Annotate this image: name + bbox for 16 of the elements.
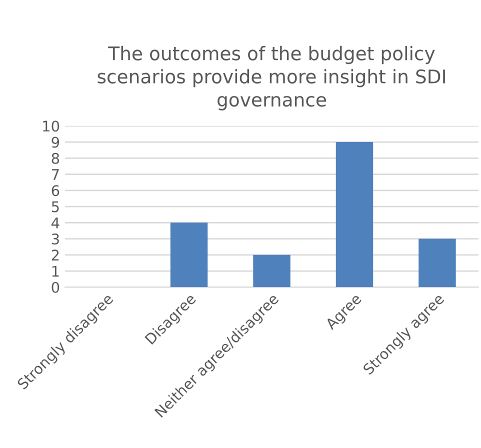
y-tick-label: 5 xyxy=(52,201,59,212)
y-tick-label: 8 xyxy=(52,152,60,164)
y-tick-label: 4 xyxy=(52,218,60,228)
y-tick-label: 6 xyxy=(52,185,60,196)
bar xyxy=(336,142,374,288)
bar xyxy=(170,222,208,288)
chart-title: The outcomes of the budget policy scenarios provide more insight in SDI governance xyxy=(98,46,445,110)
y-tick-label: 10 xyxy=(43,120,60,132)
y-tick-label: 7 xyxy=(52,169,59,180)
bar xyxy=(418,238,456,288)
y-tick-label: 0 xyxy=(52,282,60,293)
y-tick-label: 9 xyxy=(52,136,60,148)
y-tick-label: 2 xyxy=(52,250,59,260)
y-tick-label: 3 xyxy=(52,234,59,245)
bar xyxy=(253,254,290,288)
y-tick-label: 1 xyxy=(52,266,59,277)
